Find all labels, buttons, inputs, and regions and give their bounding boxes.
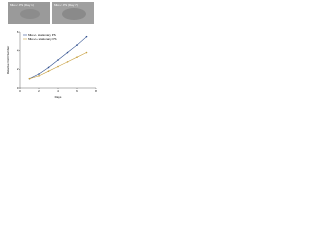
point [57,59,59,61]
y-tick-label: 4 [17,48,19,52]
texture [62,8,86,20]
y-tick-label: 6 [17,30,19,34]
x-axis-label: Days [55,95,62,99]
texture [20,9,40,19]
point [85,35,88,38]
y-tick-label: 2 [17,67,19,71]
point [76,44,78,46]
x-tick-label: 0 [19,89,21,93]
image-label: Mkx-/- PS (Day 7) [54,3,78,7]
x-tick-label: 6 [76,89,78,93]
x-tick-label: 8 [95,89,97,93]
point [66,51,69,54]
image-label: Mkx-/- PS (Day 1) [10,3,34,7]
x-tick-label: 2 [38,89,40,93]
legend-label: Mkx+/- stationary PS [28,33,56,37]
page: Mkx-/- PS (Day 1) Mkx-/- PS (Day 7) 0 2 4 6… [0,0,100,100]
point [76,56,78,58]
point [57,65,59,68]
figure: Mkx-/- PS (Day 1) Mkx-/- PS (Day 7) 0 2 4 6… [6,2,97,99]
legend-label: Mkx+/+ stationary PS [28,37,57,41]
y-axis-label: Relative Cell Number [6,46,10,74]
point [38,73,40,75]
point [66,61,69,63]
x-tick-label: 4 [57,89,59,93]
point [47,66,50,69]
point [85,51,88,54]
line [29,36,87,79]
point [47,70,50,72]
y-tick-label: 0 [17,86,19,90]
point [28,77,31,80]
point [38,75,40,77]
